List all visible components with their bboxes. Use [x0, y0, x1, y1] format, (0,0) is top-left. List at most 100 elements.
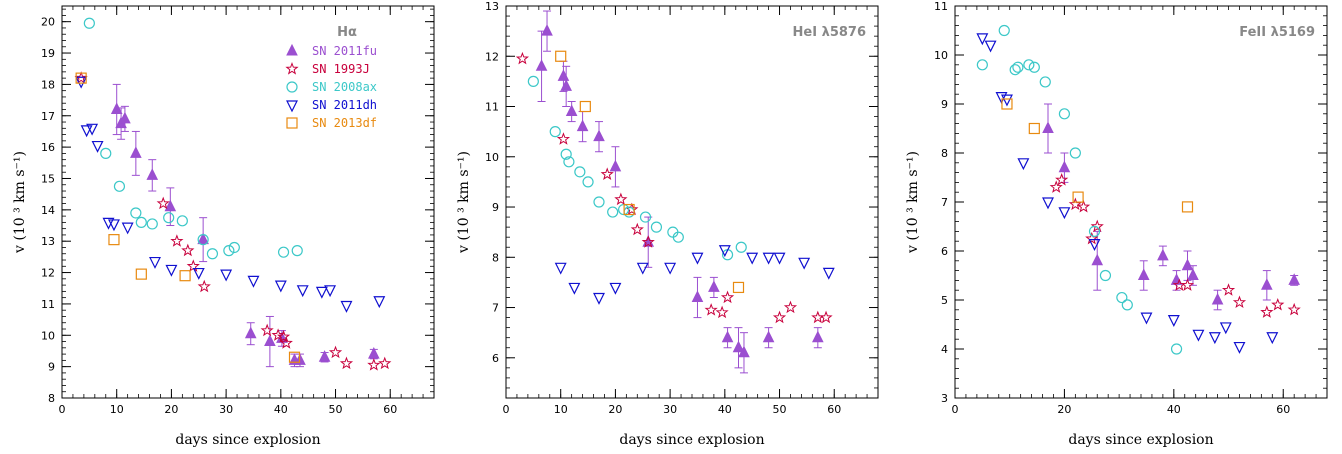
data-point — [86, 123, 99, 136]
data-point — [110, 102, 123, 114]
data-point — [609, 159, 622, 172]
data-point — [1208, 332, 1221, 345]
data-point — [1085, 231, 1099, 245]
data-point — [819, 310, 833, 324]
data-point — [772, 310, 787, 324]
x-tick-label: 30 — [663, 403, 677, 416]
x-tick-label: 0 — [59, 403, 66, 416]
x-axis-label: days since explosion — [175, 432, 320, 448]
legend-marker — [286, 43, 298, 56]
data-point — [378, 356, 392, 370]
series-sn-1993j — [515, 51, 833, 324]
data-point — [691, 290, 704, 302]
data-point — [579, 100, 591, 113]
y-tick-label: 7 — [941, 196, 948, 209]
x-tick-label: 0 — [503, 403, 510, 416]
data-point — [691, 252, 704, 265]
data-point — [582, 176, 594, 188]
data-point — [197, 234, 209, 246]
data-point — [1055, 173, 1069, 186]
data-point — [1266, 332, 1279, 345]
x-tick-label: 10 — [554, 403, 568, 416]
panel-1: 0 10 20 30 40 50 60 8 9 10 11 12 13 14 15 16 17 18 19 20 day… — [12, 5, 435, 448]
data-point — [1260, 305, 1274, 318]
data-point — [1192, 329, 1205, 342]
data-point — [1180, 278, 1195, 291]
y-tick-label: 7 — [492, 302, 499, 315]
x-tick-label: 10 — [110, 403, 124, 416]
legend-marker — [286, 100, 298, 113]
data-point — [113, 180, 126, 192]
data-point — [156, 196, 170, 210]
y-tick-label: 10 — [485, 151, 499, 164]
data-point — [328, 345, 343, 359]
data-point — [1028, 61, 1040, 73]
series-sn-2011dh — [554, 245, 835, 305]
data-point — [121, 222, 134, 235]
y-tick-label: 13 — [41, 235, 55, 248]
y-tick-label: 9 — [492, 201, 499, 214]
data-point — [630, 222, 644, 236]
data-point — [812, 330, 824, 343]
y-tick-label: 15 — [41, 172, 55, 185]
legend-label: SN 2011fu — [312, 44, 377, 58]
data-point — [721, 330, 734, 343]
x-tick-label: 50 — [329, 403, 343, 416]
x-tick-label: 0 — [952, 403, 959, 416]
data-point — [798, 257, 811, 270]
data-point — [318, 350, 331, 362]
data-point — [1042, 197, 1054, 210]
data-point — [535, 59, 548, 71]
data-point — [593, 196, 605, 208]
data-point — [339, 356, 354, 370]
legend-marker — [286, 117, 298, 129]
legend-label: SN 2013df — [312, 116, 377, 130]
data-point — [515, 51, 530, 65]
data-point — [995, 92, 1008, 104]
data-point — [247, 275, 260, 288]
y-axis-label: v (10 ³ km s⁻¹) — [12, 151, 28, 254]
data-point — [1069, 147, 1081, 159]
data-point — [704, 303, 718, 316]
data-point — [560, 148, 572, 160]
data-point — [664, 262, 677, 275]
data-point — [75, 76, 88, 89]
series-sn-2013df — [1001, 98, 1194, 213]
plot-frame — [61, 5, 435, 399]
legend-marker — [286, 81, 298, 93]
y-tick-label: 11 — [485, 101, 499, 114]
data-point — [732, 340, 745, 353]
data-point — [1042, 121, 1054, 133]
data-point — [1170, 343, 1183, 355]
data-point — [1187, 268, 1199, 280]
data-point — [291, 245, 303, 257]
data-point — [1009, 64, 1021, 76]
legend-item: SN 2008ax — [286, 80, 377, 94]
data-point — [593, 129, 605, 142]
data-point — [556, 132, 571, 145]
data-point — [976, 59, 988, 71]
data-point — [91, 140, 104, 153]
series-sn-2013df — [75, 72, 301, 363]
data-point — [75, 72, 87, 84]
x-tick-label: 60 — [1276, 403, 1290, 416]
y-tick-label: 12 — [41, 267, 55, 280]
data-point — [1137, 268, 1150, 280]
y-tick-label: 13 — [485, 0, 499, 13]
data-point — [228, 241, 240, 254]
data-point — [998, 24, 1010, 37]
data-point — [276, 329, 291, 343]
y-tick-label: 9 — [48, 361, 55, 374]
data-point — [984, 40, 997, 53]
series-sn-2011dh — [976, 33, 1279, 354]
legend-item: SN 2011fu — [286, 43, 377, 58]
legend-marker — [285, 62, 299, 75]
data-point — [244, 326, 257, 339]
x-axis-label: days since explosion — [1068, 432, 1213, 448]
data-point — [672, 231, 684, 243]
legend-label: SN 2008ax — [312, 80, 377, 94]
x-tick-label: 20 — [608, 403, 622, 416]
data-point — [783, 300, 798, 314]
y-tick-label: 17 — [41, 110, 55, 123]
